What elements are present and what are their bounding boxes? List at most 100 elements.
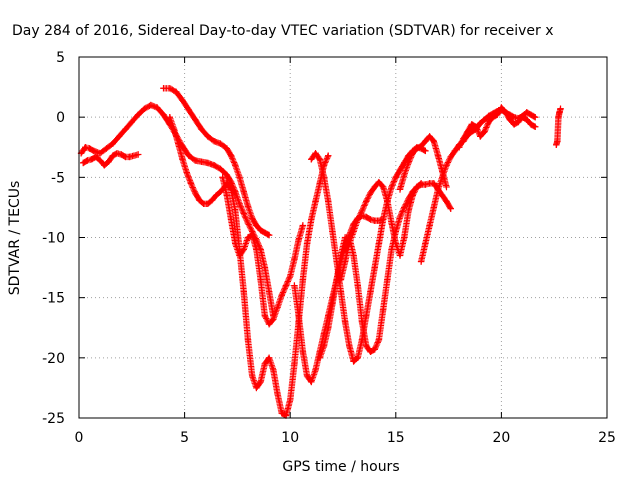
data-point xyxy=(527,111,535,118)
data-point xyxy=(213,192,220,199)
data-point xyxy=(240,188,247,195)
data-point xyxy=(447,205,454,212)
data-point xyxy=(396,252,404,259)
data-point xyxy=(384,276,391,283)
data-point xyxy=(101,162,108,169)
data-point xyxy=(422,138,429,145)
y-tick-label: 0 xyxy=(56,110,65,126)
data-point xyxy=(388,246,395,253)
x-tick-label: 25 xyxy=(598,430,616,446)
data-point xyxy=(179,97,186,104)
data-point xyxy=(244,234,252,241)
data-point xyxy=(204,159,212,167)
y-tick-label: -5 xyxy=(51,170,65,186)
data-point xyxy=(82,144,89,151)
data-point xyxy=(227,216,235,223)
data-point xyxy=(379,306,387,313)
data-point xyxy=(367,189,374,197)
y-tick-label: -25 xyxy=(42,411,65,427)
data-series xyxy=(337,178,425,283)
data-point xyxy=(485,118,492,126)
data-point xyxy=(96,157,104,164)
data-point xyxy=(354,282,361,289)
data-point xyxy=(312,150,319,157)
data-point xyxy=(295,312,302,319)
y-tick-label: -20 xyxy=(42,351,65,367)
data-point xyxy=(90,147,97,155)
data-point xyxy=(396,166,404,174)
data-point xyxy=(287,396,294,404)
data-point xyxy=(282,282,290,289)
data-point xyxy=(401,234,408,241)
data-point xyxy=(498,104,505,111)
data-point xyxy=(451,147,459,155)
data-point xyxy=(204,200,212,208)
data-point xyxy=(388,183,395,191)
data-point xyxy=(96,150,104,157)
data-point xyxy=(375,240,383,247)
x-tick-label: 10 xyxy=(281,430,299,446)
data-point xyxy=(312,198,319,205)
data-point xyxy=(185,152,193,159)
data-point xyxy=(447,153,454,161)
data-point xyxy=(388,219,395,227)
data-point xyxy=(223,171,231,179)
data-point xyxy=(316,156,323,163)
data-point xyxy=(409,192,416,199)
data-point xyxy=(527,121,535,128)
data-point xyxy=(240,246,247,253)
data-point xyxy=(253,384,260,392)
data-point xyxy=(170,126,178,133)
data-point xyxy=(270,366,277,374)
data-point xyxy=(191,116,199,123)
data-point xyxy=(105,158,112,165)
data-point xyxy=(379,216,387,223)
data-point xyxy=(519,113,526,121)
data-point xyxy=(303,240,311,247)
data-point xyxy=(153,104,161,111)
data-point xyxy=(134,111,142,118)
data-point xyxy=(350,358,357,365)
data-point xyxy=(384,198,391,205)
data-series xyxy=(308,144,429,365)
x-tick-label: 15 xyxy=(387,430,405,446)
data-point xyxy=(265,288,273,295)
data-point xyxy=(236,200,243,208)
x-tick-label: 20 xyxy=(492,430,510,446)
data-point xyxy=(265,354,273,362)
data-point xyxy=(325,324,332,331)
data-point xyxy=(434,152,442,159)
data-point xyxy=(489,113,497,121)
data-point xyxy=(371,183,378,191)
data-point xyxy=(84,157,91,164)
data-point xyxy=(287,272,294,280)
chart-title: Day 284 of 2016, Sidereal Day-to-day VTE… xyxy=(12,23,554,39)
data-point xyxy=(274,304,281,311)
data-point xyxy=(413,183,421,191)
data-point xyxy=(291,255,298,263)
data-points xyxy=(77,85,564,419)
data-point xyxy=(261,360,269,368)
data-point xyxy=(217,188,224,195)
data-point xyxy=(325,198,332,205)
data-point xyxy=(134,151,142,158)
data-point xyxy=(358,318,366,325)
data-point xyxy=(455,144,463,151)
data-point xyxy=(122,126,129,133)
data-point xyxy=(299,276,307,283)
data-point xyxy=(191,189,199,197)
data-series xyxy=(553,105,564,149)
data-point xyxy=(493,111,501,118)
data-point xyxy=(253,222,260,229)
data-point xyxy=(115,133,123,140)
data-point xyxy=(422,147,429,155)
data-point xyxy=(198,126,205,133)
data-point xyxy=(379,183,387,191)
data-point xyxy=(265,231,273,239)
data-point xyxy=(223,192,231,199)
data-point xyxy=(204,133,212,140)
data-point xyxy=(217,165,224,173)
data-point xyxy=(430,138,438,145)
data-point xyxy=(337,252,345,259)
data-point xyxy=(337,288,345,295)
